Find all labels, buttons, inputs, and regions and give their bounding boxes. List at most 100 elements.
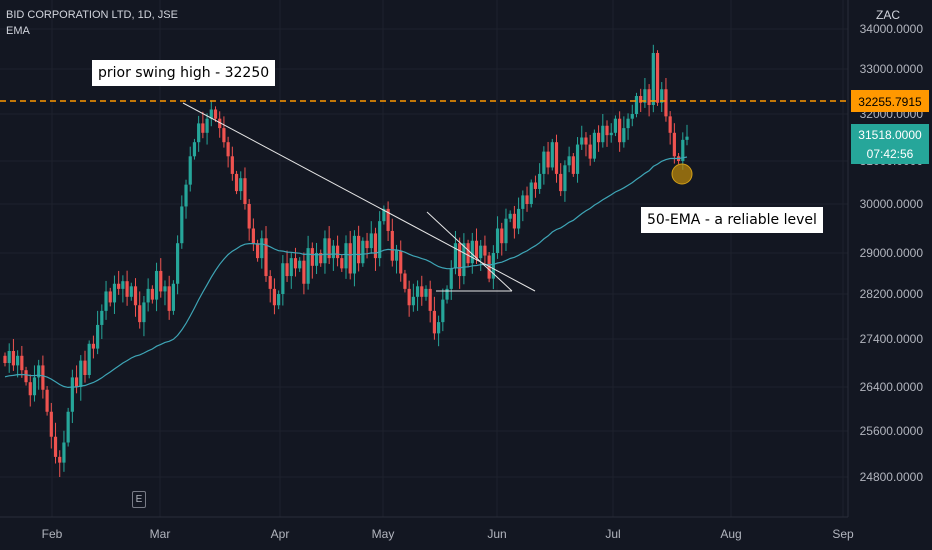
candle-body: [411, 296, 415, 306]
candle-body: [243, 178, 247, 204]
indicator-label[interactable]: EMA: [6, 25, 30, 37]
candle-body: [618, 118, 622, 143]
candle-body: [226, 142, 230, 157]
candle-body: [108, 291, 112, 303]
candle-body: [584, 137, 588, 145]
candle-body: [651, 53, 655, 105]
candle-body: [660, 89, 664, 103]
last-price-tag-bg: [851, 124, 929, 164]
candle-body: [11, 351, 16, 366]
candle-body: [639, 96, 643, 103]
candle-body: [592, 132, 596, 159]
candle-body: [167, 286, 171, 311]
candle-body: [117, 283, 121, 289]
candle-body: [171, 283, 175, 311]
candle-body: [91, 343, 96, 349]
candle-body: [432, 310, 437, 334]
candle-body: [247, 204, 251, 229]
candle-body: [575, 144, 580, 174]
candle-body: [668, 116, 672, 133]
candle-body: [647, 89, 651, 105]
last-price-text: 31518.0000: [858, 128, 922, 142]
candle-body: [462, 243, 466, 277]
candle-body: [365, 240, 369, 249]
bar-countdown-text: 07:42:56: [867, 147, 914, 161]
candle-body: [96, 324, 100, 349]
candle-body: [458, 243, 462, 277]
candle-body: [596, 132, 601, 143]
price-tick-label: 26400.0000: [860, 380, 924, 394]
candle-body: [268, 276, 272, 289]
candle-body: [466, 243, 470, 264]
candle-body: [87, 343, 91, 375]
trendline-1: [182, 102, 536, 292]
candle-body: [302, 260, 306, 284]
candle-body: [369, 233, 373, 249]
candle-body: [180, 206, 184, 244]
price-tick-label: 34000.0000: [860, 22, 924, 36]
time-axis[interactable]: Feb Mar Apr May Jun Jul Aug Sep: [42, 527, 854, 541]
ema-line: [4, 156, 688, 389]
resistance-tag-text: 32255.7915: [858, 95, 922, 109]
candle-body: [622, 128, 626, 143]
candle-body: [272, 288, 277, 306]
candle-body: [445, 288, 449, 300]
candle-body: [293, 258, 298, 269]
candle-body: [104, 291, 108, 311]
candle-body: [319, 253, 323, 264]
candle-body: [209, 109, 213, 119]
candle-body: [306, 248, 310, 284]
candle-body: [474, 240, 479, 259]
candle-body: [420, 286, 424, 297]
price-tick-label: 27400.0000: [860, 332, 924, 346]
candle-body: [323, 238, 327, 264]
price-tick-label: 30000.0000: [860, 197, 924, 211]
candle-body: [487, 255, 491, 279]
candle-body: [133, 286, 138, 306]
candle-body: [289, 258, 293, 277]
candle-body: [415, 286, 420, 297]
candle-body: [550, 142, 554, 168]
candle-body: [142, 302, 146, 323]
ema-touch-highlight: [671, 163, 693, 185]
candle-body: [626, 118, 630, 129]
candle-body: [495, 228, 500, 253]
candle-body: [197, 123, 201, 143]
candle-body: [62, 442, 66, 463]
candle-body: [588, 144, 592, 159]
candle-body: [251, 228, 255, 244]
candle-body: [559, 173, 563, 192]
candle-body: [512, 213, 516, 229]
candle-body: [529, 182, 533, 204]
candle-body: [643, 89, 647, 103]
candle-body: [479, 245, 483, 259]
candle-body: [533, 182, 538, 189]
trendline-2: [426, 211, 513, 292]
candle-body: [16, 355, 20, 366]
candle-body: [260, 238, 264, 259]
candle-body: [521, 195, 525, 209]
candle-body: [382, 208, 386, 222]
candle-body: [3, 355, 7, 363]
candle-body: [525, 195, 529, 204]
candle-body: [83, 360, 87, 375]
candle-body: [634, 96, 639, 114]
time-tick-label: Jun: [487, 527, 506, 541]
candle-body: [335, 245, 340, 259]
time-tick-label: Sep: [832, 527, 854, 541]
resistance-tag-bg: [851, 90, 929, 112]
candle-body: [74, 377, 79, 387]
candle-body: [685, 136, 689, 140]
symbol-title[interactable]: BID CORPORATION LTD, 1D, JSE: [6, 9, 178, 21]
candle-body: [192, 142, 197, 157]
candle-body: [49, 411, 53, 437]
candle-body: [218, 118, 222, 129]
candle-body: [100, 310, 104, 325]
events-e-icon[interactable]: E: [132, 491, 146, 508]
grid: [0, 0, 848, 517]
candle-body: [483, 245, 487, 256]
price-tick-label: 25600.0000: [860, 424, 924, 438]
candle-body: [32, 377, 37, 396]
